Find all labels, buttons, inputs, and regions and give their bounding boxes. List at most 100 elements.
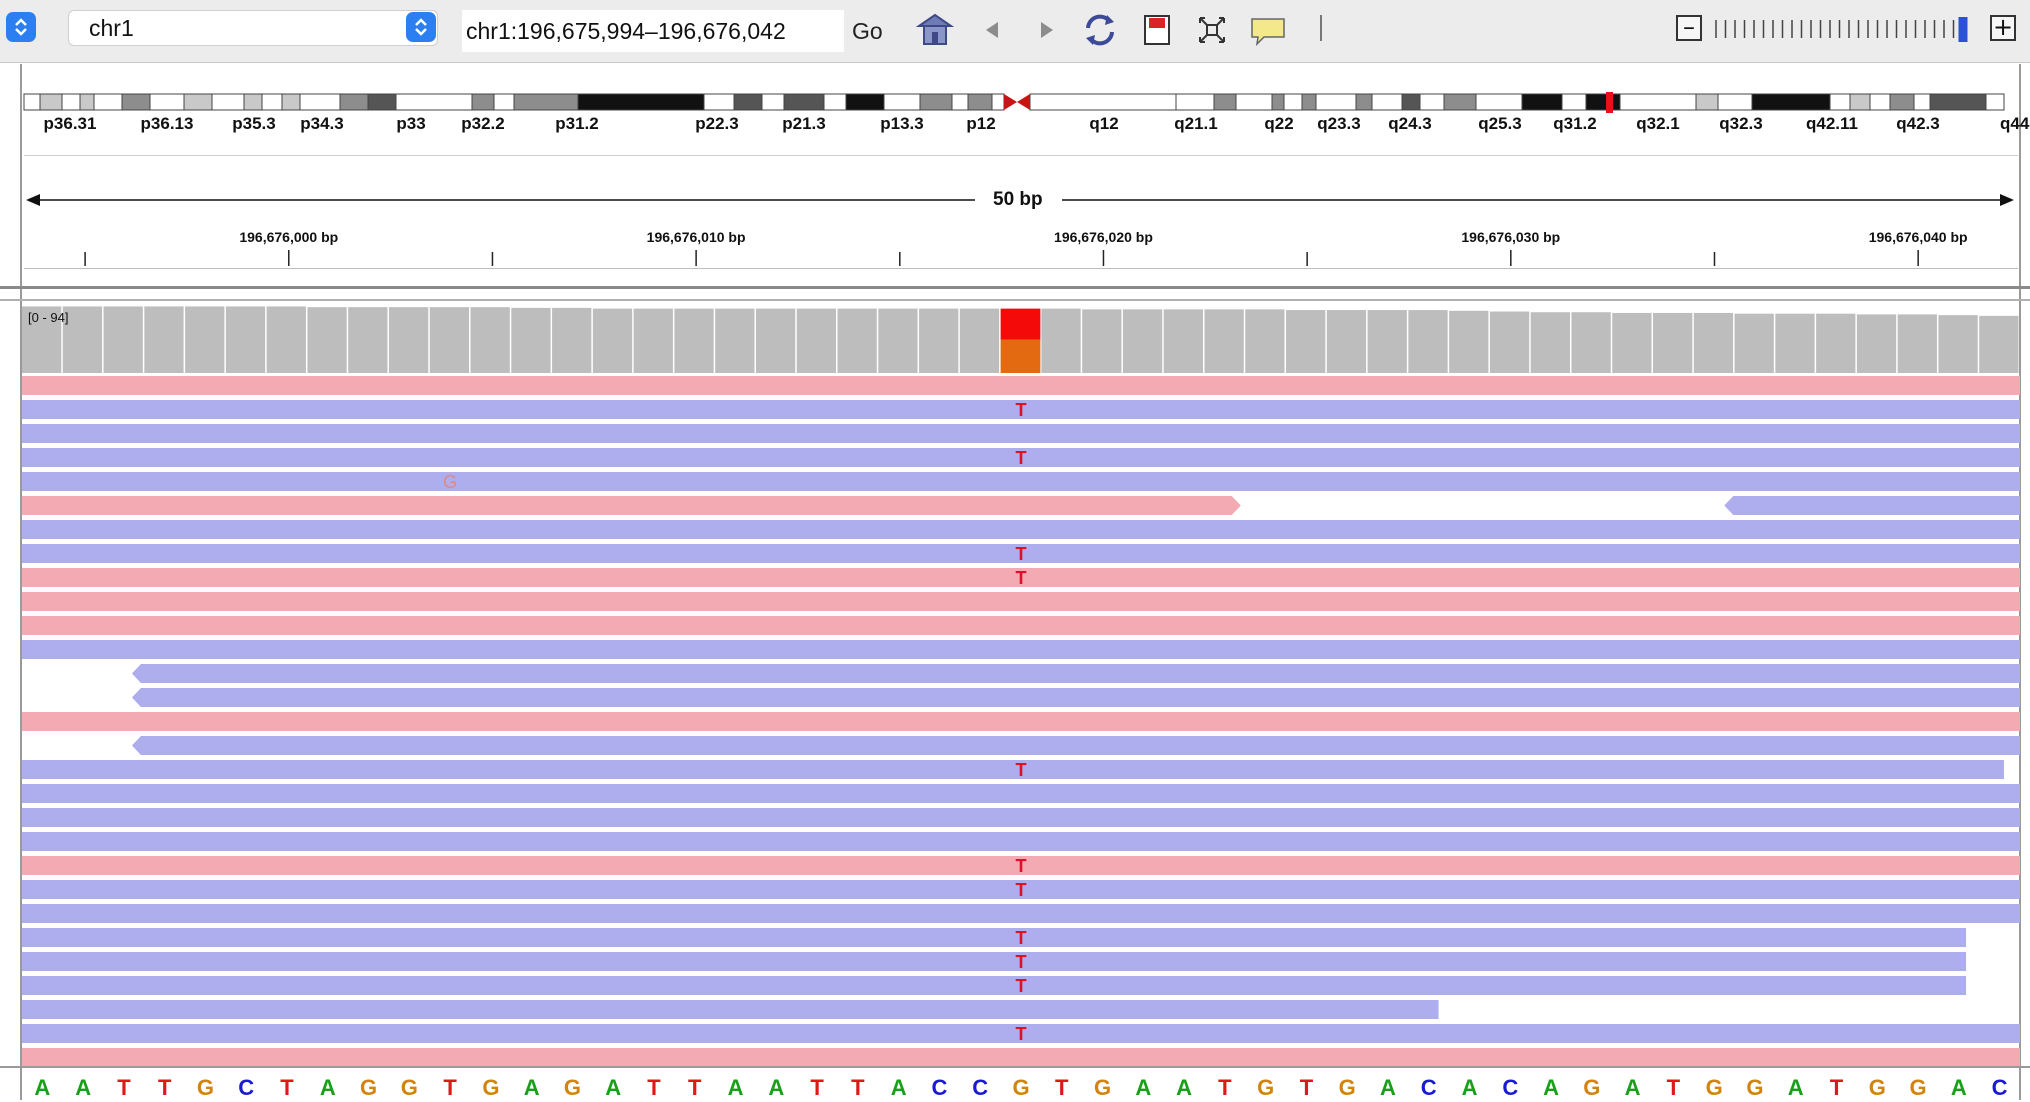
reference-base: G [400, 1075, 418, 1100]
home-icon[interactable] [915, 10, 955, 50]
alignment-track[interactable] [22, 376, 2020, 1066]
band-label: q32.3 [1719, 114, 1763, 133]
ideogram-band [1213, 93, 1237, 111]
ideogram-band [823, 93, 847, 111]
band-label: q12 [1089, 114, 1119, 133]
reference-base: G [1093, 1075, 1112, 1100]
ideogram-band [967, 93, 993, 111]
ideogram-band [1029, 93, 1177, 111]
band-label: q25.3 [1478, 114, 1522, 133]
go-button[interactable]: Go [852, 10, 892, 52]
coverage-bar [1286, 310, 1326, 373]
ideogram-band [1235, 93, 1273, 111]
reference-base: A [34, 1075, 51, 1100]
zoom-thumb [1958, 17, 1968, 42]
band-label: p36.31 [43, 114, 97, 133]
ideogram-band [919, 93, 953, 111]
back-arrow-icon[interactable] [972, 10, 1012, 50]
coverage-bar [959, 308, 1000, 373]
panel-divider [0, 286, 2030, 289]
coverage-bar [1326, 310, 1367, 373]
mismatch-base: T [1015, 952, 1027, 972]
frame-right [2019, 64, 2021, 1100]
coverage-bar [470, 307, 510, 373]
band-label: p12 [966, 114, 996, 133]
ideogram-band [1475, 93, 1523, 111]
region-of-interest-icon[interactable] [1137, 10, 1177, 50]
ideogram-band [577, 93, 705, 111]
locus-input[interactable] [462, 10, 844, 52]
coverage-bar [1489, 311, 1530, 373]
ideogram-band [149, 93, 185, 111]
ideogram-band [991, 93, 1005, 111]
reference-base: G [196, 1075, 215, 1100]
reference-base: G [1868, 1075, 1886, 1100]
reference-base: C [1991, 1075, 2008, 1100]
ideogram-band [1585, 93, 1621, 111]
mismatch-base: T [1015, 568, 1027, 588]
chromosome-select[interactable]: chr1 [68, 10, 438, 46]
popup-info-icon[interactable] [1248, 10, 1288, 50]
reference-base: A [1624, 1075, 1641, 1100]
chromosome-stepper[interactable] [406, 12, 436, 42]
coverage-bar [1938, 315, 1978, 373]
band-label: p31.2 [555, 114, 599, 133]
genome-stepper[interactable] [6, 12, 36, 42]
ideogram-band [39, 93, 63, 111]
ideogram-band [1829, 93, 1851, 111]
resize-to-window-icon[interactable] [1192, 10, 1232, 50]
reference-base: T [1299, 1075, 1314, 1100]
coverage-bar [348, 307, 388, 373]
coverage-bar [266, 306, 306, 373]
ruler-tick-label: 196,676,030 bp [1461, 229, 1561, 245]
ideogram-band [23, 93, 41, 111]
reference-base: A [1380, 1075, 1396, 1100]
forward-read [22, 496, 1241, 515]
coverage-bar [144, 306, 184, 373]
coverage-bar [1775, 313, 1815, 373]
band-label: p35.3 [232, 114, 276, 133]
band-label: q24.3 [1388, 114, 1432, 133]
coverage-bar [1245, 309, 1285, 373]
coverage-bar [1571, 312, 1611, 373]
mismatch-base: T [1015, 856, 1027, 876]
band-label: q44 [2000, 114, 2030, 133]
ideogram-band [1913, 93, 1931, 111]
coverage-bar [22, 306, 62, 373]
coverage-track[interactable] [22, 305, 2020, 373]
reverse-read [22, 520, 2020, 539]
zoom-slider[interactable] [1712, 14, 1982, 44]
forward-read [22, 856, 2020, 875]
ideogram-band [79, 93, 95, 111]
ruler-tick-label: 196,676,000 bp [239, 229, 339, 245]
coverage-bar [1041, 308, 1081, 373]
zoom-in-button[interactable]: + [1990, 15, 2016, 41]
ideogram-band [1869, 93, 1891, 111]
chromosome-ideogram[interactable] [0, 92, 2030, 114]
ideogram-band [1695, 93, 1719, 111]
ideogram-band [1521, 93, 1563, 111]
zoom-out-button[interactable]: – [1676, 15, 1702, 41]
coverage-bar [592, 308, 633, 373]
coverage-bar [715, 308, 755, 373]
reverse-read [131, 664, 2020, 683]
coverage-bar [511, 307, 551, 373]
reverse-read [22, 976, 1967, 995]
coverage-bar [755, 308, 796, 373]
reference-base: A [1787, 1075, 1804, 1100]
reverse-read [22, 832, 2020, 851]
ruler-bottom-border [24, 268, 2018, 269]
forward-arrow-icon[interactable] [1027, 10, 1067, 50]
ideogram-band [1301, 93, 1317, 111]
ideogram-band [299, 93, 341, 111]
reference-base: G [1012, 1075, 1030, 1100]
band-label: p33 [396, 114, 426, 133]
mismatch-base: G [443, 472, 458, 492]
ideogram-band [1561, 93, 1587, 111]
reverse-read [22, 904, 2020, 923]
ideogram-band [513, 93, 579, 111]
ruler-span-label: 50 bp [993, 189, 1043, 210]
reference-base: C [1502, 1075, 1519, 1100]
ruler [26, 194, 2014, 266]
refresh-icon[interactable] [1080, 10, 1120, 50]
